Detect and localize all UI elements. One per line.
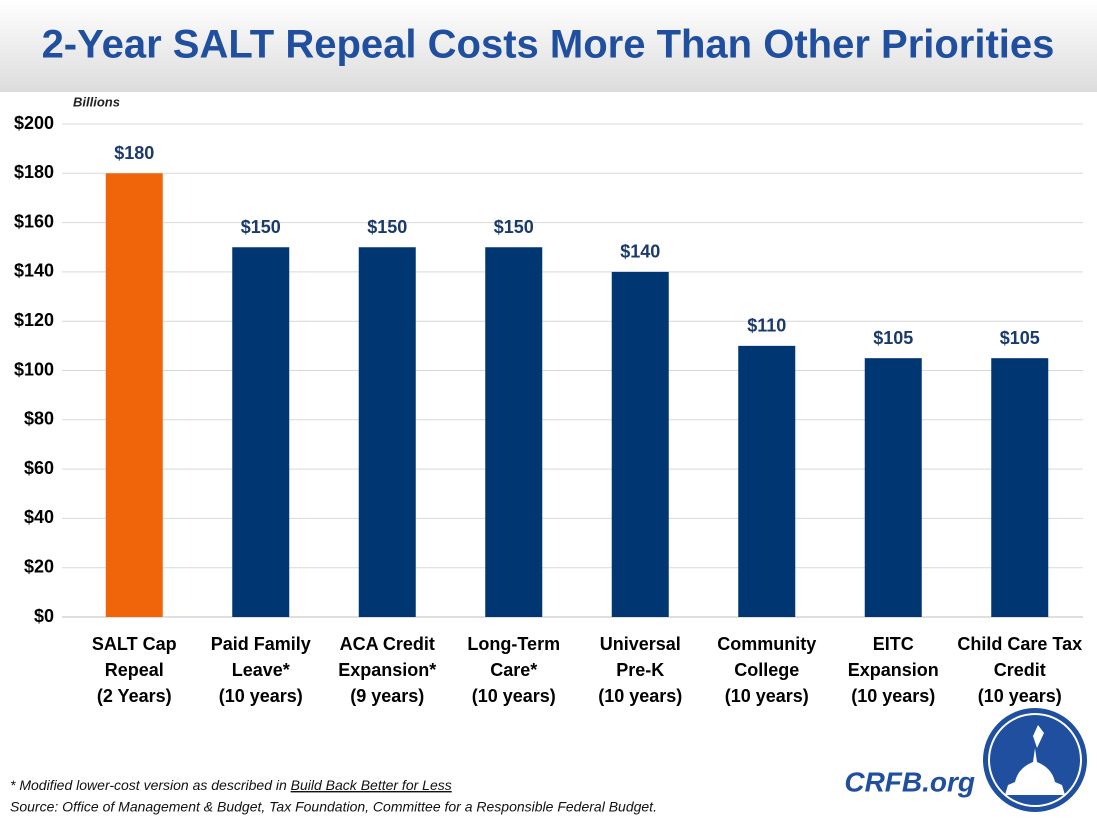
value-label: $150 — [494, 217, 534, 237]
bar — [485, 247, 543, 617]
chart-title: 2-Year SALT Repeal Costs More Than Other… — [42, 23, 1055, 67]
bar — [105, 173, 163, 618]
y-tick-label: $40 — [24, 507, 54, 527]
bar — [991, 358, 1049, 617]
x-tick-label: Long-Term Care* (10 years) — [467, 634, 561, 706]
y-tick-label: $180 — [14, 162, 54, 182]
x-tick-label: Child Care Tax Credit (10 years) — [957, 634, 1083, 706]
footnote-link[interactable]: Build Back Better for Less — [291, 777, 452, 793]
y-tick-label: $120 — [14, 310, 54, 330]
source: Source: Office of Management & Budget, T… — [10, 799, 657, 815]
x-tick-label: SALT Cap Repeal (2 Years) — [91, 634, 177, 706]
x-tick-label: ACA Credit Expansion* (9 years) — [338, 634, 437, 706]
seal — [983, 708, 1087, 812]
value-label: $140 — [620, 242, 660, 262]
x-tick-label: EITC Expansion (10 years) — [847, 634, 939, 706]
header-band — [0, 0, 1097, 92]
y-axis-label: Billions — [73, 94, 120, 109]
y-tick-label: $100 — [14, 359, 54, 379]
bar — [611, 271, 669, 617]
value-label: $150 — [241, 217, 281, 237]
bar — [864, 358, 922, 617]
footnote-text: * Modified lower-cost version as describ… — [10, 777, 291, 793]
value-label: $105 — [873, 328, 913, 348]
y-tick-label: $20 — [24, 556, 54, 576]
y-tick-label: $60 — [24, 458, 54, 478]
bar — [358, 247, 416, 617]
x-tick-label: Community College (10 years) — [717, 634, 817, 706]
y-tick-label: $140 — [14, 261, 54, 281]
value-label: $150 — [367, 217, 407, 237]
value-label: $180 — [114, 143, 154, 163]
value-label: $110 — [747, 316, 786, 336]
y-tick-label: $80 — [24, 409, 54, 429]
logo-text: CRFB.org — [844, 766, 975, 797]
bar — [232, 247, 290, 617]
bar — [738, 345, 796, 617]
x-tick-label: Universal Pre-K (10 years) — [598, 634, 683, 706]
value-label: $105 — [1000, 328, 1040, 348]
x-tick-label: Paid Family Leave* (10 years) — [210, 634, 311, 706]
y-tick-label: $160 — [14, 211, 54, 231]
y-tick-label: $0 — [34, 606, 54, 626]
y-tick-label: $200 — [14, 113, 54, 133]
footnote: * Modified lower-cost version as describ… — [10, 777, 452, 793]
